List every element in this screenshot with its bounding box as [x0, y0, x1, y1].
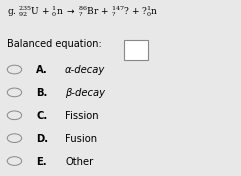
- Text: A.: A.: [36, 65, 48, 75]
- Text: B.: B.: [36, 88, 47, 98]
- Text: g. $\mathregular{{}^{235}_{92}}$U $+$ $\mathregular{{}^{1}_{0}}$n $\rightarrow$ : g. $\mathregular{{}^{235}_{92}}$U $+$ $\…: [7, 4, 159, 19]
- FancyBboxPatch shape: [124, 40, 148, 60]
- Text: C.: C.: [36, 111, 47, 121]
- Text: α-decay: α-decay: [65, 65, 105, 75]
- Text: Balanced equation:: Balanced equation:: [7, 39, 102, 49]
- Text: D.: D.: [36, 134, 48, 144]
- Text: β-decay: β-decay: [65, 88, 105, 98]
- Text: Fission: Fission: [65, 111, 99, 121]
- Text: Other: Other: [65, 157, 93, 167]
- Text: E.: E.: [36, 157, 47, 167]
- Text: Fusion: Fusion: [65, 134, 97, 144]
